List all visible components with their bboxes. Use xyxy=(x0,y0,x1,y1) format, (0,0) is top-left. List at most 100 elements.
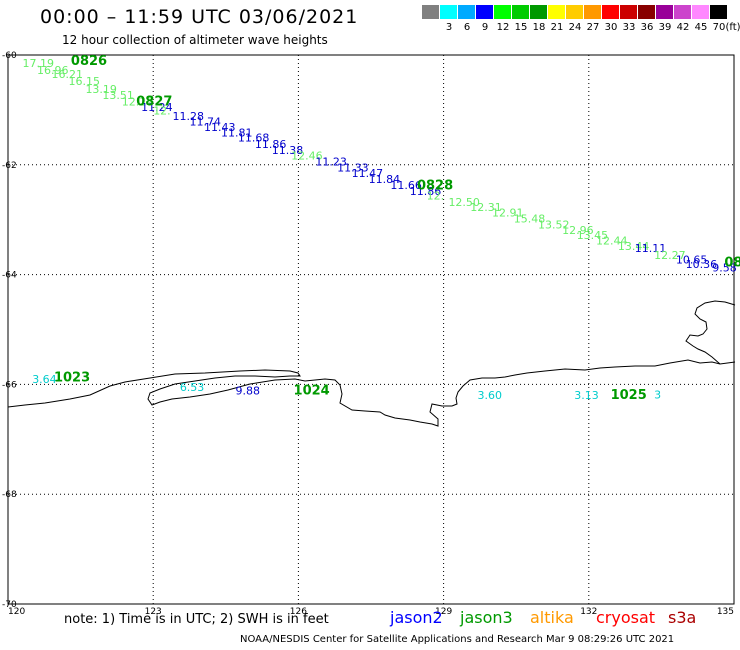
legend-label: 21 xyxy=(550,22,564,33)
legend-label: 18 xyxy=(532,22,546,33)
wave-height-reading: 11.38 xyxy=(272,144,304,157)
legend-swatch xyxy=(512,5,529,19)
wave-height-reading: 11.68 xyxy=(238,132,270,145)
legend-unit: (ft) xyxy=(725,22,740,33)
map-title: 00:00 – 11:59 UTC 03/06/2021 xyxy=(40,6,359,28)
legend-label: 30 xyxy=(604,22,618,33)
lon-tick-label: 120 xyxy=(8,607,25,617)
legend-label: 36 xyxy=(640,22,654,33)
wave-height-reading: 11.11 xyxy=(635,242,667,255)
wave-height-reading: 12.31 xyxy=(470,201,502,214)
wave-height-reading: 17.19 xyxy=(23,57,55,70)
legend-swatch xyxy=(710,5,727,19)
wave-height-reading: 9.88 xyxy=(235,384,259,397)
pass-time-label: 1024 xyxy=(294,383,330,398)
wave-height-reading: 16.15 xyxy=(69,75,101,88)
legend-label: 9 xyxy=(481,22,489,33)
wave-height-reading: 11.28 xyxy=(173,110,205,123)
wave-height-reading: 11.74 xyxy=(190,115,222,128)
graticule: 120 123 126 129 132 135 -60 -62 -64 -66 -68 -70 xyxy=(2,51,734,617)
wave-height-reading: 12.46 xyxy=(291,149,323,162)
lat-tick-label: -68 xyxy=(2,490,17,500)
lon-tick-label: 129 xyxy=(435,607,452,617)
lon-tick-label: 135 xyxy=(717,607,734,617)
wave-height-reading: 11.23 xyxy=(315,155,347,168)
legend-swatch xyxy=(530,5,547,19)
wave-height-reading: 11.86 xyxy=(410,185,442,198)
wave-height-reading: 12. xyxy=(427,189,445,202)
wave-height-reading: 15.48 xyxy=(514,212,546,225)
legend-label: 24 xyxy=(568,22,582,33)
legend-label: 6 xyxy=(463,22,471,33)
wave-height-reading: 13.19 xyxy=(85,83,117,96)
lon-tick-label: 132 xyxy=(580,607,597,617)
satellite-jason2: jason2 xyxy=(390,608,443,627)
legend-label: 42 xyxy=(676,22,690,33)
legend-label: 12 xyxy=(496,22,510,33)
pass-time-label: 0827 xyxy=(136,95,172,110)
legend-swatch xyxy=(674,5,691,19)
legend-swatch xyxy=(584,5,601,19)
wave-height-reading: 13.51 xyxy=(102,89,134,102)
wave-height-reading: 11.66 xyxy=(390,179,422,192)
wave-height-reading: 12.96 xyxy=(562,224,594,237)
pass-tracks: 17.1916.9616.2116.1513.1913.5112.1711.24… xyxy=(23,54,740,403)
wave-height-reading: 11.81 xyxy=(221,126,253,139)
satellite-jason3: jason3 xyxy=(460,608,513,627)
legend-swatch xyxy=(620,5,637,19)
legend-label: 27 xyxy=(586,22,600,33)
lat-tick-label: -64 xyxy=(2,271,17,281)
antarctic-coastline xyxy=(7,300,736,427)
pass-time-label: 0828 xyxy=(417,179,453,194)
wave-height-reading: 11.84 xyxy=(369,173,401,186)
lon-tick-label: 123 xyxy=(145,607,162,617)
wave-height-reading: 10.65 xyxy=(676,254,708,267)
lon-tick-label: 126 xyxy=(290,607,307,617)
wave-height-reading: 12.91 xyxy=(492,206,524,219)
lat-tick-label: -60 xyxy=(2,51,17,61)
legend-swatch xyxy=(440,5,457,19)
wave-height-reading: 16.21 xyxy=(52,68,83,81)
wave-height-reading: 16.96 xyxy=(37,64,69,77)
satellite-altika: altika xyxy=(530,608,574,627)
legend-label: 45 xyxy=(694,22,708,33)
wave-height-reading: 12.50 xyxy=(448,196,480,209)
wave-height-reading: 3.13 xyxy=(574,389,599,402)
satellite-s3a: s3a xyxy=(668,608,697,627)
wave-height-reading: 3.60 xyxy=(477,389,502,402)
pass-time-label: 0826 xyxy=(71,54,107,69)
legend-swatch xyxy=(548,5,565,19)
legend-swatch xyxy=(602,5,619,19)
legend-label: 33 xyxy=(622,22,636,33)
wave-height-reading: 11.43 xyxy=(204,121,236,134)
wave-height-reading: 12.44 xyxy=(596,234,628,247)
wave-height-reading: 13.45 xyxy=(577,229,609,242)
wave-height-reading: 3.64 xyxy=(32,373,57,386)
wave-height-reading: 13.44 xyxy=(618,240,650,253)
coastline-upper-path xyxy=(685,300,736,365)
wave-height-reading: 11.47 xyxy=(352,167,384,180)
legend-swatch xyxy=(422,5,439,19)
footer-credit: NOAA/NESDIS Center for Satellite Applica… xyxy=(240,634,675,645)
legend-swatch xyxy=(566,5,583,19)
wave-height-reading: 11.86 xyxy=(255,138,287,151)
legend-label: 39 xyxy=(658,22,672,33)
wave-height-reading: 11.33 xyxy=(337,161,369,174)
coastline-path xyxy=(7,359,736,427)
lat-tick-label: -66 xyxy=(2,380,17,390)
legend-swatch xyxy=(656,5,673,19)
pass-time-label: 08 xyxy=(724,255,740,270)
wave-height-reading: 13.52 xyxy=(538,218,570,231)
pass-time-label: 1025 xyxy=(611,388,647,403)
pass-time-label: 1023 xyxy=(54,371,90,386)
wave-height-reading: 10.36 xyxy=(686,258,718,271)
map-frame xyxy=(7,54,735,605)
wave-height-reading: 11.24 xyxy=(141,101,173,114)
wave-height-reading: 12.17 xyxy=(122,96,153,109)
legend-swatch xyxy=(692,5,709,19)
lat-tick-label: -62 xyxy=(2,161,17,171)
units-note: note: 1) Time is in UTC; 2) SWH is in fe… xyxy=(64,612,329,627)
wave-height-reading: 9.58 xyxy=(712,261,737,274)
satellite-cryosat: cryosat xyxy=(596,608,656,627)
